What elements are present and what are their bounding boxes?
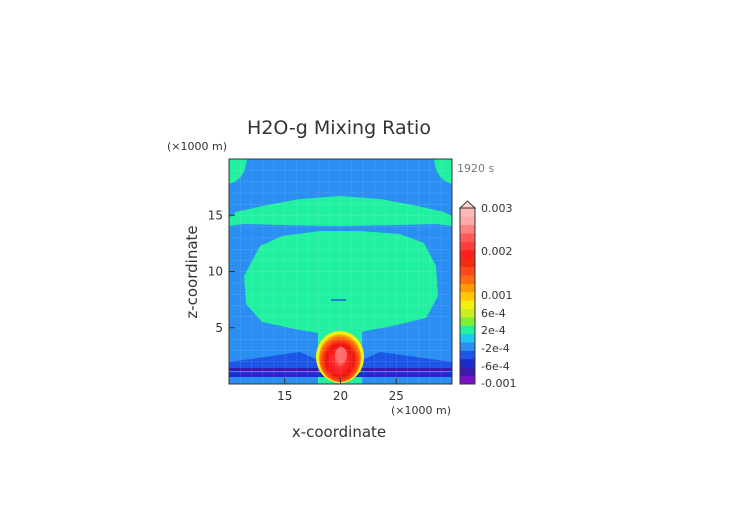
colorbar-label: 0.002	[481, 245, 513, 258]
colorbar-extend-arrow	[458, 200, 477, 209]
colorbar-swatch	[460, 258, 475, 268]
colorbar-swatch	[460, 350, 475, 360]
x-unit-label: (×1000 m)	[391, 404, 451, 417]
y-tick-label: 10	[208, 265, 223, 279]
x-tick-label: 20	[333, 389, 348, 403]
colorbar-swatch	[460, 300, 475, 309]
colorbar-swatch	[460, 358, 475, 368]
y-axis-ticks: 5 10 15	[208, 208, 235, 335]
y-axis-label: z-coordinate	[183, 225, 201, 318]
colorbar-swatch	[460, 241, 475, 251]
colorbar-swatch	[460, 266, 475, 276]
y-tick-label: 5	[215, 321, 223, 335]
colorbar-label: -6e-4	[481, 360, 510, 373]
colorbar-swatch	[460, 308, 475, 318]
plot-area	[229, 159, 452, 384]
colorbar-label: 0.003	[481, 202, 513, 215]
x-axis-label: x-coordinate	[292, 423, 386, 441]
colorbar-swatch	[460, 224, 475, 234]
colorbar-swatch	[460, 325, 475, 335]
colorbar-swatch	[460, 375, 475, 385]
x-axis-ticks: 15 20 25	[277, 378, 404, 403]
y-tick-label: 15	[208, 208, 223, 222]
colorbar: 0.003 0.002 0.001 6e-4 2e-4 -2e-4 -6e-4 -0.001	[458, 200, 516, 390]
colorbar-swatch	[460, 342, 475, 351]
colorbar-swatch	[460, 216, 475, 226]
colorbar-swatch	[460, 249, 475, 259]
colorbar-swatch	[460, 367, 475, 377]
colorbar-swatch	[460, 333, 475, 343]
x-tick-label: 25	[389, 389, 404, 403]
grid-overlay	[229, 159, 452, 384]
colorbar-label: 0.001	[481, 289, 513, 302]
time-label: 1920 s	[457, 162, 494, 175]
colorbar-swatch	[460, 233, 475, 242]
colorbar-label: 2e-4	[481, 324, 506, 337]
colorbar-swatch	[460, 291, 475, 301]
colorbar-swatch	[460, 208, 475, 217]
colorbar-label: -0.001	[481, 377, 516, 390]
chart-title: H2O-g Mixing Ratio	[247, 117, 431, 139]
colorbar-label: -2e-4	[481, 342, 510, 355]
y-unit-label: (×1000 m)	[167, 140, 227, 153]
colorbar-swatch	[460, 275, 475, 284]
colorbar-swatch	[460, 316, 475, 326]
x-tick-label: 15	[277, 389, 292, 403]
colorbar-swatch	[460, 283, 475, 293]
colorbar-label: 6e-4	[481, 307, 506, 320]
